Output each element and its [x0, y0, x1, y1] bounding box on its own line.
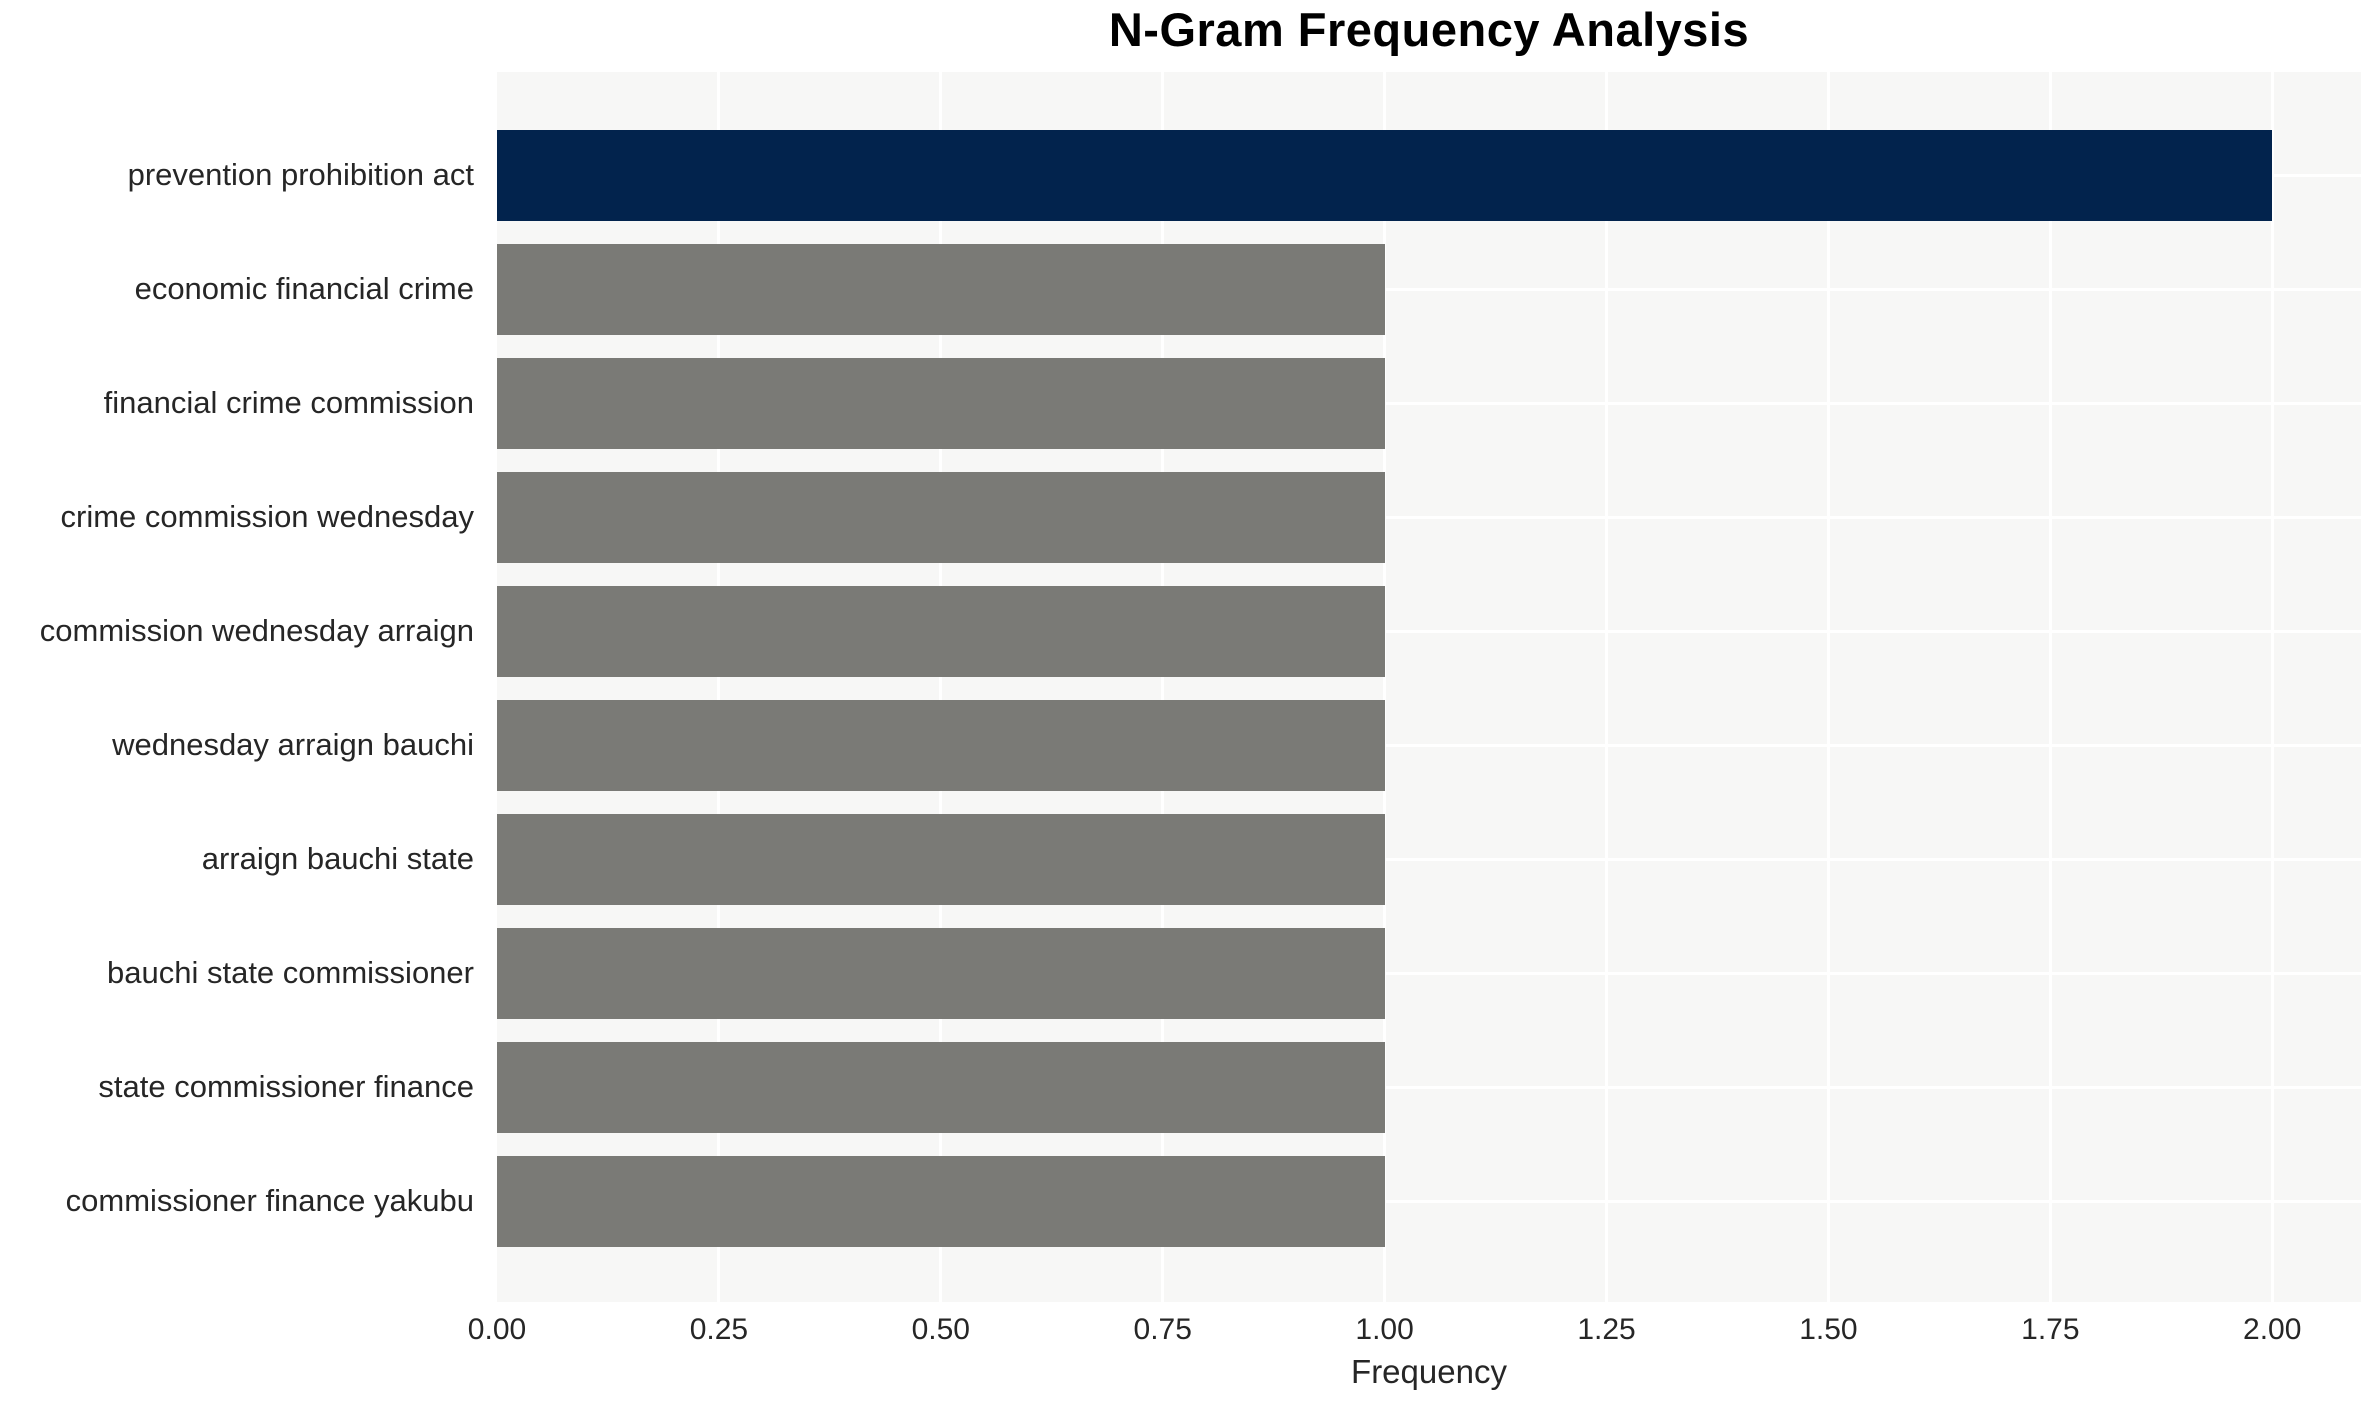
- grid-line-vertical: [2048, 72, 2052, 1302]
- bar: [497, 699, 1385, 791]
- grid-line-horizontal: [497, 743, 2361, 747]
- grid-line-horizontal: [497, 401, 2361, 405]
- y-tick-label: bauchi state commissioner: [107, 955, 474, 990]
- plot-area: [497, 72, 2361, 1302]
- grid-line-horizontal: [497, 971, 2361, 975]
- bar: [497, 927, 1385, 1019]
- grid-line-vertical: [1383, 72, 1387, 1302]
- bar: [497, 1041, 1385, 1133]
- grid-line-vertical: [1826, 72, 1830, 1302]
- grid-line-vertical: [717, 72, 721, 1302]
- y-tick-label: crime commission wednesday: [60, 499, 474, 534]
- bar: [497, 585, 1385, 677]
- y-axis-labels: prevention prohibition act economic finan…: [0, 0, 486, 1402]
- grid-line-horizontal: [497, 515, 2361, 519]
- y-tick-label: state commissioner finance: [98, 1069, 474, 1104]
- grid-line-horizontal: [497, 287, 2361, 291]
- bar: [497, 357, 1385, 449]
- bar: [497, 1155, 1385, 1247]
- x-tick-label: 1.25: [1577, 1313, 1636, 1346]
- chart-title: N-Gram Frequency Analysis: [1108, 3, 1750, 56]
- y-tick-label: commission wednesday arraign: [39, 613, 474, 648]
- y-tick-label: arraign bauchi state: [201, 841, 474, 876]
- x-tick-label: 2.00: [2243, 1313, 2302, 1346]
- grid-line-vertical: [2270, 72, 2274, 1302]
- grid-line-horizontal: [497, 857, 2361, 861]
- x-tick-label: 0.75: [1133, 1313, 1192, 1346]
- x-tick-label: 1.75: [2021, 1313, 2080, 1346]
- x-tick-label: 1.50: [1799, 1313, 1858, 1346]
- grid-line-horizontal: [497, 1085, 2361, 1089]
- grid-line-vertical: [939, 72, 943, 1302]
- x-tick-label: 1.00: [1355, 1313, 1414, 1346]
- y-tick-label: prevention prohibition act: [127, 157, 474, 192]
- y-tick-label: commissioner finance yakubu: [65, 1183, 474, 1218]
- bar: [497, 243, 1385, 335]
- x-tick-label: 0.50: [911, 1313, 970, 1346]
- grid-line-horizontal: [497, 629, 2361, 633]
- y-tick-label: financial crime commission: [103, 385, 474, 420]
- bar: [497, 129, 2273, 221]
- y-tick-label: economic financial crime: [134, 271, 474, 306]
- y-tick-label: wednesday arraign bauchi: [112, 727, 474, 762]
- grid-line-vertical: [1161, 72, 1165, 1302]
- grid-line-vertical: [1605, 72, 1609, 1302]
- bar: [497, 813, 1385, 905]
- grid-line-horizontal: [497, 1199, 2361, 1203]
- x-tick-label: 0.25: [689, 1313, 749, 1346]
- bar: [497, 471, 1385, 563]
- x-axis-title: Frequency: [1351, 1353, 1507, 1390]
